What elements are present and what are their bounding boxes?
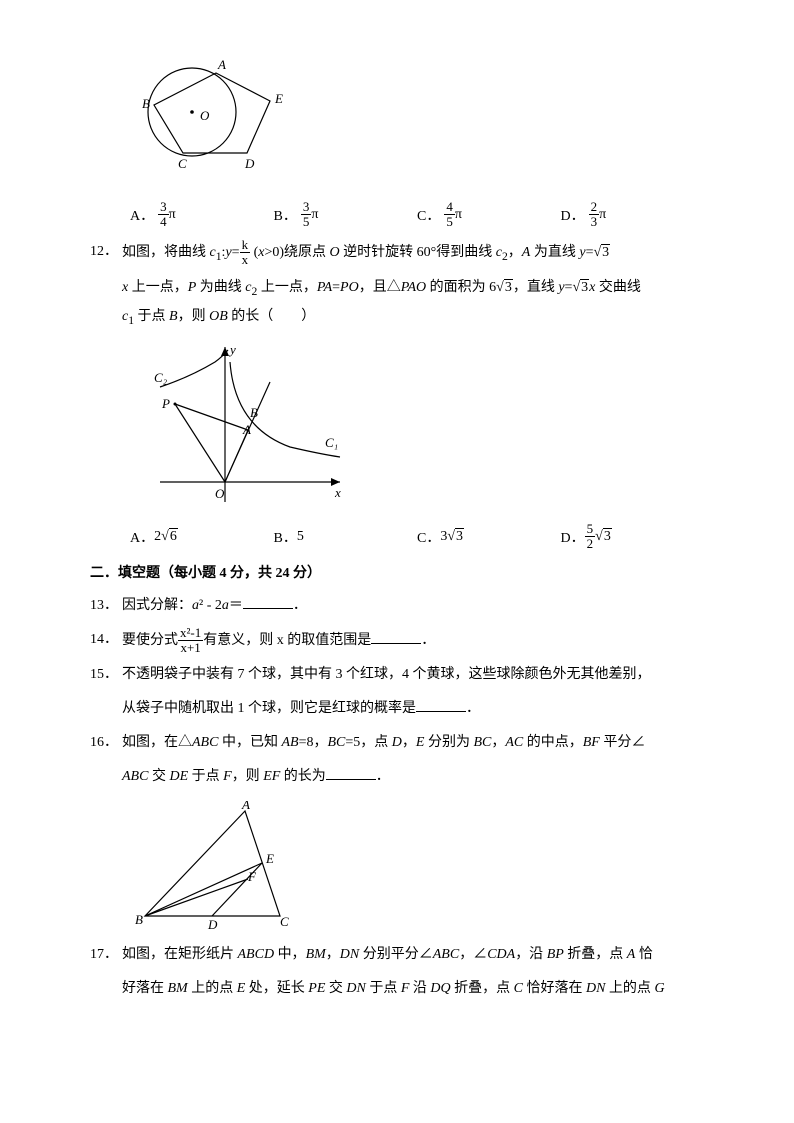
option-d: D． 23π bbox=[561, 200, 705, 230]
option-d-label: D． bbox=[561, 205, 585, 225]
q17-number: 17． bbox=[90, 941, 122, 969]
q15-line2: 从袋子中随机取出 1 个球，则它是红球的概率是． bbox=[122, 695, 704, 723]
q17-line2: 好落在 BM 上的点 E 处，延长 PE 交 DN 于点 F 沿 DQ 折叠，点… bbox=[122, 975, 704, 1003]
q16-figure: A B C D E F bbox=[130, 801, 704, 931]
q12-line3: c1 于点 B，则 OB 的长（ ） bbox=[122, 303, 704, 332]
q16-line2: ABC 交 DE 于点 F，则 EF 的长为． bbox=[122, 763, 704, 791]
svg-text:E: E bbox=[265, 851, 274, 866]
q15: 15． 不透明袋子中装有 7 个球，其中有 3 个红球，4 个黄球，这些球除颜色… bbox=[90, 661, 704, 689]
q16-number: 16． bbox=[90, 729, 122, 757]
svg-text:C: C bbox=[178, 156, 187, 171]
q17: 17． 如图，在矩形纸片 ABCD 中，BM，DN 分别平分∠ABC，∠CDA，… bbox=[90, 941, 704, 969]
q12-option-a: A．26 bbox=[130, 522, 274, 552]
q11-figure: A B C D E O bbox=[130, 50, 704, 190]
q12-option-c: C．33 bbox=[417, 522, 561, 552]
svg-text:F: F bbox=[247, 869, 257, 884]
q12-option-b: B．5 bbox=[274, 522, 418, 552]
q14-number: 14． bbox=[90, 626, 122, 656]
triangle-abc-diagram: A B C D E F bbox=[130, 801, 300, 931]
svg-text:B: B bbox=[250, 405, 258, 420]
q13-content: 因式分解：a² - 2a＝． bbox=[122, 592, 704, 620]
option-c: C． 45π bbox=[417, 200, 561, 230]
option-b: B． 35π bbox=[274, 200, 418, 230]
svg-text:D: D bbox=[244, 156, 255, 171]
svg-text:D: D bbox=[207, 917, 218, 931]
option-a: A． 34π bbox=[130, 200, 274, 230]
q15-number: 15． bbox=[90, 661, 122, 689]
pentagon-circle-diagram: A B C D E O bbox=[130, 50, 300, 190]
q13-number: 13． bbox=[90, 592, 122, 620]
svg-text:B: B bbox=[135, 912, 143, 927]
svg-text:C₁: C₁ bbox=[325, 435, 338, 450]
svg-text:B: B bbox=[142, 96, 150, 111]
q12-line2: x 上一点，P 为曲线 c2 上一点，PA=PO，且△PAO 的面积为 63，直… bbox=[122, 274, 704, 303]
q15-content: 不透明袋子中装有 7 个球，其中有 3 个红球，4 个黄球，这些球除颜色外无其他… bbox=[122, 661, 704, 689]
q16-content: 如图，在△ABC 中，已知 AB=8，BC=5，点 D，E 分别为 BC，AC … bbox=[122, 729, 704, 757]
q11-options: A． 34π B． 35π C． 45π D． 23π bbox=[130, 200, 704, 230]
q12-option-d: D．523 bbox=[561, 522, 705, 552]
option-c-label: C． bbox=[417, 205, 440, 225]
q12: 12． 如图，将曲线 c1:y=kx (x>0)绕原点 O 逆时针旋转 60°得… bbox=[90, 238, 704, 268]
svg-text:E: E bbox=[274, 91, 283, 106]
svg-text:A: A bbox=[241, 801, 250, 812]
option-a-label: A． bbox=[130, 205, 154, 225]
q17-content: 如图，在矩形纸片 ABCD 中，BM，DN 分别平分∠ABC，∠CDA，沿 BP… bbox=[122, 941, 704, 969]
section-2-title: 二．填空题（每小题 4 分，共 24 分） bbox=[90, 562, 704, 582]
q16: 16． 如图，在△ABC 中，已知 AB=8，BC=5，点 D，E 分别为 BC… bbox=[90, 729, 704, 757]
svg-text:O: O bbox=[200, 108, 210, 123]
q14-content: 要使分式x²-1x+1有意义，则 x 的取值范围是． bbox=[122, 626, 704, 656]
svg-text:C: C bbox=[280, 914, 289, 929]
q13: 13． 因式分解：a² - 2a＝． bbox=[90, 592, 704, 620]
option-b-label: B． bbox=[274, 205, 297, 225]
svg-text:O: O bbox=[215, 486, 225, 501]
svg-text:P: P bbox=[161, 396, 170, 411]
q12-number: 12． bbox=[90, 238, 122, 268]
curve-rotation-diagram: y x O C₁ C₂ B A P bbox=[130, 342, 360, 512]
svg-text:C₂: C₂ bbox=[154, 370, 168, 385]
q12-figure: y x O C₁ C₂ B A P bbox=[130, 342, 704, 512]
q14: 14． 要使分式x²-1x+1有意义，则 x 的取值范围是． bbox=[90, 626, 704, 656]
svg-text:y: y bbox=[228, 342, 236, 357]
q12-content: 如图，将曲线 c1:y=kx (x>0)绕原点 O 逆时针旋转 60°得到曲线 … bbox=[122, 238, 704, 268]
svg-text:x: x bbox=[334, 485, 341, 500]
svg-text:A: A bbox=[217, 57, 226, 72]
q12-options: A．26 B．5 C．33 D．523 bbox=[130, 522, 704, 552]
